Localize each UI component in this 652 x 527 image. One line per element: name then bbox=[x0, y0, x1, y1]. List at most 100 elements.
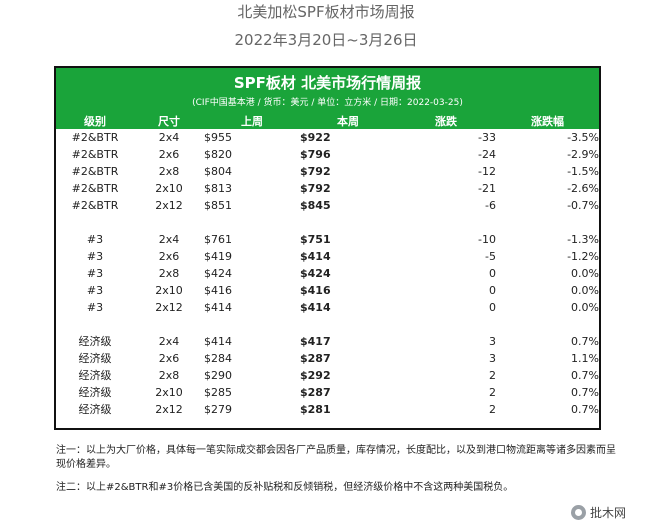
cell-grade: #3 bbox=[86, 267, 104, 280]
cell-grade: #3 bbox=[86, 301, 104, 314]
cell-change: 2 bbox=[489, 403, 496, 416]
cell-last-week: $285 bbox=[204, 386, 232, 399]
col-header-grade: 级别 bbox=[56, 115, 134, 129]
cell-change-pct: -1.3% bbox=[567, 233, 599, 246]
cell-this-week: $796 bbox=[300, 148, 331, 161]
cell-this-week: $845 bbox=[300, 199, 331, 212]
table-row: #3 2x8 $424 $424 0 0.0% bbox=[56, 265, 599, 282]
table-row: #2&BTR 2x8 $804 $792 -12 -1.5% bbox=[56, 163, 599, 180]
cell-last-week: $804 bbox=[204, 165, 232, 178]
watermark: 批木网 bbox=[570, 504, 626, 521]
table-row: #3 2x12 $414 $414 0 0.0% bbox=[56, 299, 599, 316]
report-banner: SPF板材 北美市场行情周报 (CIF中国基本港 / 货币：美元 / 单位：立方… bbox=[56, 68, 599, 115]
cell-size: 2x12 bbox=[155, 301, 183, 314]
cell-last-week: $279 bbox=[204, 403, 232, 416]
cell-change: 0 bbox=[489, 301, 496, 314]
cell-last-week: $416 bbox=[204, 284, 232, 297]
cell-size: 2x4 bbox=[158, 335, 180, 348]
note-2: 注二：以上#2&BTR和#3价格已含美国的反补贴税和反倾销税，但经济级价格中不含… bbox=[56, 482, 514, 493]
cell-last-week: $424 bbox=[204, 267, 232, 280]
table-row: #3 2x10 $416 $416 0 0.0% bbox=[56, 282, 599, 299]
cell-grade: #2&BTR bbox=[71, 182, 119, 195]
wechat-icon bbox=[570, 505, 586, 520]
cell-last-week: $414 bbox=[204, 335, 232, 348]
cell-grade: #3 bbox=[86, 250, 104, 263]
col-header-change-pct: 涨跌幅 bbox=[496, 115, 599, 129]
report-subtitle: (CIF中国基本港 / 货币：美元 / 单位：立方米 / 日期：2022-03-… bbox=[192, 98, 463, 108]
cell-this-week: $292 bbox=[300, 369, 331, 382]
cell-change-pct: 0.7% bbox=[571, 369, 599, 382]
cell-this-week: $417 bbox=[300, 335, 331, 348]
cell-change-pct: 0.7% bbox=[571, 403, 599, 416]
cell-last-week: $851 bbox=[204, 199, 232, 212]
cell-grade: #2&BTR bbox=[71, 131, 119, 144]
cell-change: -33 bbox=[478, 131, 496, 144]
cell-last-week: $820 bbox=[204, 148, 232, 161]
cell-change-pct: -1.5% bbox=[567, 165, 599, 178]
cell-change-pct: -0.7% bbox=[567, 199, 599, 212]
cell-grade: 经济级 bbox=[78, 369, 112, 382]
cell-grade: #3 bbox=[86, 233, 104, 246]
cell-change: -6 bbox=[485, 199, 496, 212]
cell-last-week: $284 bbox=[204, 352, 232, 365]
cell-this-week: $792 bbox=[300, 165, 331, 178]
cell-change-pct: 0.0% bbox=[571, 267, 599, 280]
col-header-size: 尺寸 bbox=[134, 115, 204, 129]
cell-change-pct: 0.7% bbox=[571, 386, 599, 399]
cell-change: -10 bbox=[478, 233, 496, 246]
cell-size: 2x8 bbox=[158, 267, 180, 280]
col-header-this-week: 本周 bbox=[300, 115, 396, 129]
notes: 注一：以上为大厂价格，具体每一笔实际成交都会因各厂产品质量，库存情况，长度配比，… bbox=[56, 444, 616, 504]
cell-change: 0 bbox=[489, 284, 496, 297]
cell-this-week: $414 bbox=[300, 250, 331, 263]
col-header-last-week: 上周 bbox=[204, 115, 300, 129]
cell-change: -5 bbox=[485, 250, 496, 263]
cell-grade: #2&BTR bbox=[71, 148, 119, 161]
cell-this-week: $287 bbox=[300, 352, 331, 365]
table-row: #2&BTR 2x12 $851 $845 -6 -0.7% bbox=[56, 197, 599, 214]
cell-grade: #2&BTR bbox=[71, 199, 119, 212]
cell-size: 2x10 bbox=[155, 182, 183, 195]
cell-grade: 经济级 bbox=[78, 403, 112, 416]
cell-change: 3 bbox=[489, 335, 496, 348]
report-title: SPF板材 北美市场行情周报 bbox=[233, 74, 422, 92]
cell-last-week: $290 bbox=[204, 369, 232, 382]
cell-change: -24 bbox=[478, 148, 496, 161]
watermark-text: 批木网 bbox=[589, 506, 626, 520]
cell-size: 2x8 bbox=[158, 165, 180, 178]
cell-size: 2x12 bbox=[155, 403, 183, 416]
cell-this-week: $287 bbox=[300, 386, 331, 399]
cell-this-week: $792 bbox=[300, 182, 331, 195]
col-header-change: 涨跌 bbox=[396, 115, 496, 129]
cell-last-week: $761 bbox=[204, 233, 232, 246]
table-header-row: 级别 尺寸 上周 本周 涨跌 涨跌幅 bbox=[56, 115, 599, 129]
cell-change: 2 bbox=[489, 386, 496, 399]
table-row: #2&BTR 2x4 $955 $922 -33 -3.5% bbox=[56, 129, 599, 146]
cell-change: 0 bbox=[489, 267, 496, 280]
cell-change: 2 bbox=[489, 369, 496, 382]
cell-this-week: $416 bbox=[300, 284, 331, 297]
cell-size: 2x12 bbox=[155, 199, 183, 212]
table-row: 经济级 2x12 $279 $281 2 0.7% bbox=[56, 401, 600, 418]
cell-this-week: $414 bbox=[300, 301, 331, 314]
cell-this-week: $281 bbox=[300, 403, 331, 416]
cell-grade: #2&BTR bbox=[71, 165, 119, 178]
table-row: #3 2x4 $761 $751 -10 -1.3% bbox=[56, 231, 599, 248]
cell-change-pct: -1.2% bbox=[567, 250, 599, 263]
cell-this-week: $922 bbox=[300, 131, 331, 144]
cell-change-pct: 0.0% bbox=[571, 301, 599, 314]
table-row: 经济级 2x4 $414 $417 3 0.7% bbox=[56, 333, 600, 350]
cell-change-pct: 0.0% bbox=[571, 284, 599, 297]
group-spacer bbox=[56, 316, 599, 333]
cell-change: -12 bbox=[478, 165, 496, 178]
table-row: #2&BTR 2x10 $813 $792 -21 -2.6% bbox=[56, 180, 599, 197]
cell-grade: 经济级 bbox=[78, 352, 112, 365]
cell-size: 2x10 bbox=[155, 386, 183, 399]
cell-change-pct: 0.7% bbox=[571, 335, 599, 348]
table-row: #3 2x6 $419 $414 -5 -1.2% bbox=[56, 248, 599, 265]
cell-change-pct: 1.1% bbox=[571, 352, 599, 365]
cell-change-pct: -2.6% bbox=[567, 182, 599, 195]
cell-change: -21 bbox=[478, 182, 496, 195]
cell-last-week: $419 bbox=[204, 250, 232, 263]
cell-last-week: $955 bbox=[204, 131, 232, 144]
